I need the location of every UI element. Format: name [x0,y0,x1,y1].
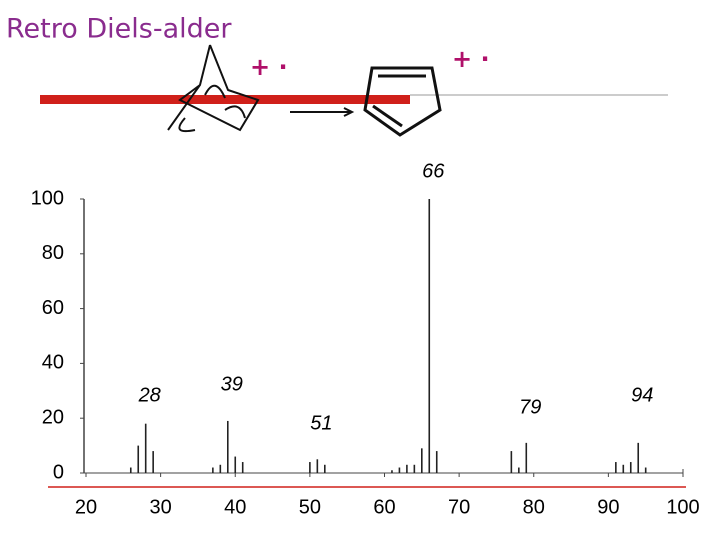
y-tick-label: 40 [42,352,64,374]
x-tick-label: 50 [299,496,321,518]
y-tick-label: 100 [31,187,64,209]
x-tick-label: 60 [373,496,395,518]
peak-label: 51 [310,412,332,434]
peak-label: 94 [631,384,653,406]
x-tick-label: 90 [597,496,619,518]
peak-label: 66 [422,160,445,182]
cyclopentadiene-structure [363,66,442,137]
y-tick-label: 20 [42,406,64,428]
slide-title: Retro Diels-alder [6,14,232,45]
y-tick-label: 80 [42,242,64,264]
peak-label: 79 [519,396,541,418]
peak-label: 39 [221,373,243,395]
x-tick-label: 20 [75,496,97,518]
x-tick-label: 30 [150,496,172,518]
x-tick-label: 100 [666,496,699,518]
x-tick-label: 70 [448,496,470,518]
radical-cation-mark: + · [250,53,288,81]
arrow [290,107,355,117]
peak-label: 28 [138,384,161,406]
x-tick-label: 40 [224,496,246,518]
norbornene-structure [167,44,260,133]
y-tick-label: 0 [53,461,64,483]
x-tick-label: 80 [523,496,545,518]
y-tick-label: 60 [42,297,64,319]
red-bar [40,95,410,104]
radical-cation-mark: + · [452,45,490,73]
